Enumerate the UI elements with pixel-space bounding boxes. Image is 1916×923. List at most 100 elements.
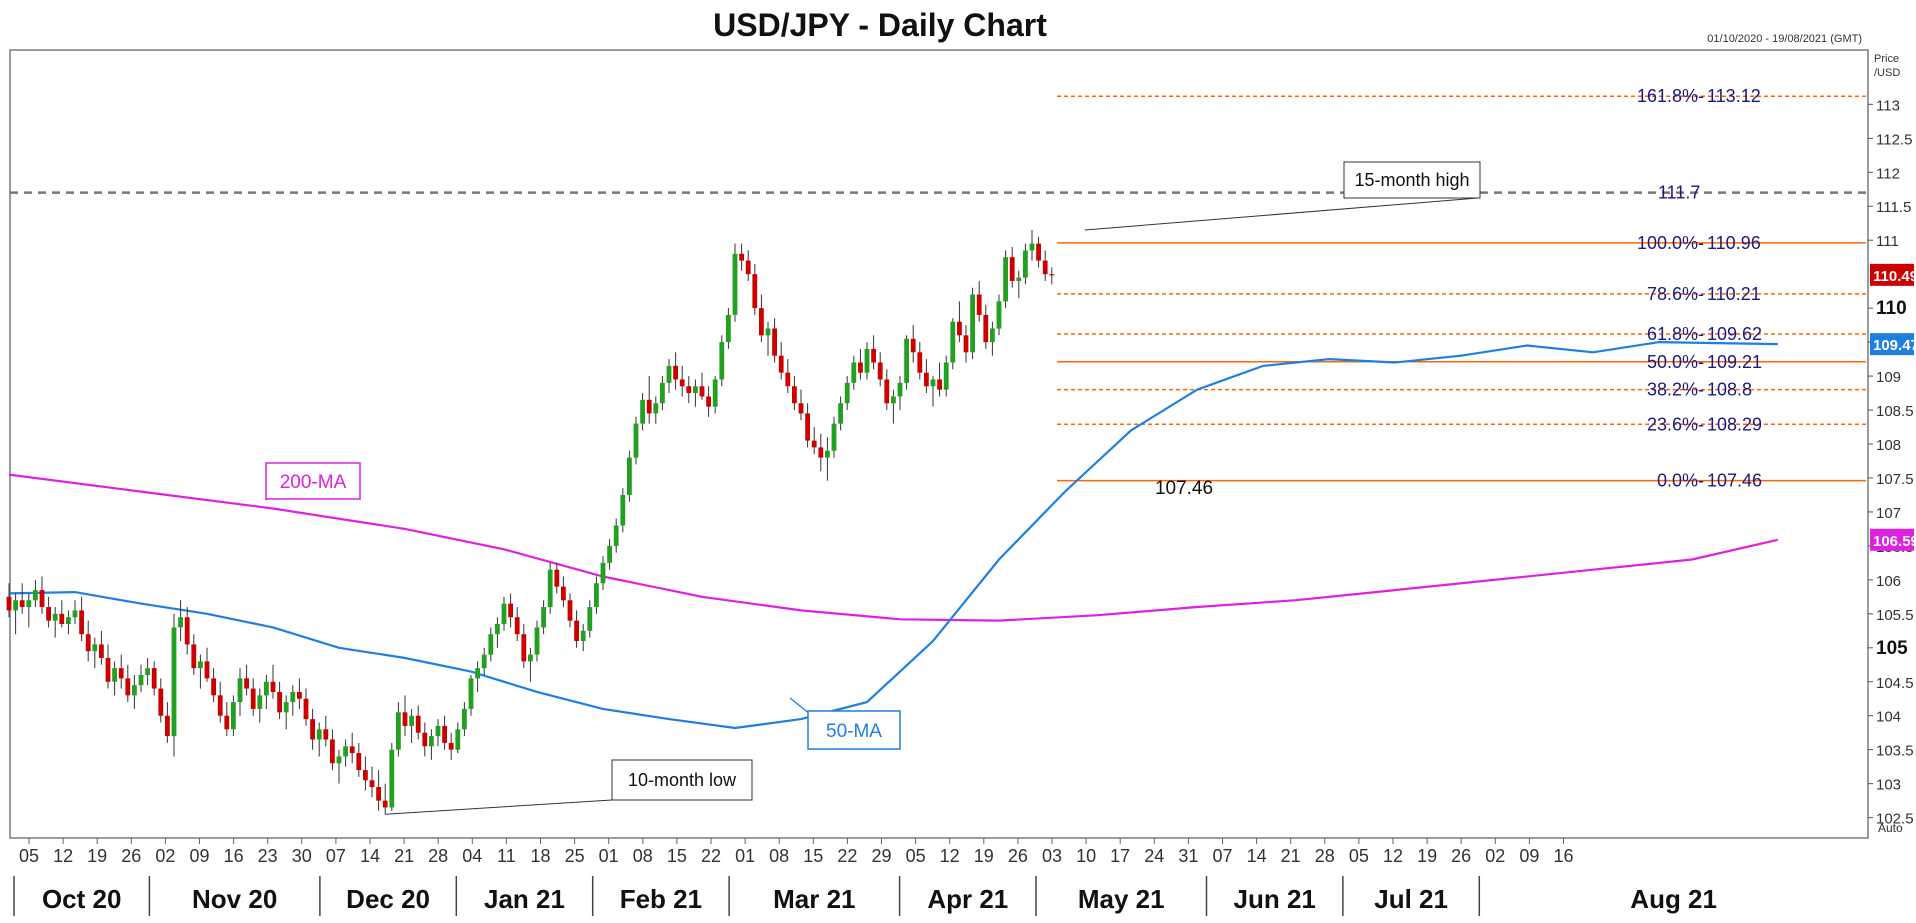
- y-tick-label: 112: [1876, 165, 1900, 182]
- candle-body: [224, 715, 230, 730]
- x-day-tick-label: 03: [1042, 846, 1062, 866]
- candle-body: [369, 780, 375, 788]
- candle-body: [257, 695, 263, 709]
- low-callout-text: 10-month low: [628, 770, 737, 790]
- x-month-label: Jul 21: [1374, 884, 1448, 914]
- candle-body: [673, 365, 678, 380]
- candle-body: [739, 253, 744, 261]
- candle-body: [250, 688, 256, 709]
- candle-body: [59, 613, 65, 625]
- price-badge-bg: [1870, 333, 1914, 356]
- fib-separator-label: -: [1698, 233, 1704, 253]
- ma50-path: [8, 340, 1778, 730]
- candle-body: [778, 355, 784, 373]
- candle-body: [745, 260, 751, 275]
- candle-body: [660, 382, 665, 404]
- candle-body: [996, 301, 1002, 329]
- candle-body: [706, 396, 711, 407]
- ma200-callout-box: [265, 462, 361, 500]
- x-day-tick-label: 19: [87, 846, 107, 866]
- candle-body: [844, 382, 850, 404]
- x-day-tick-label: 28: [1315, 846, 1335, 866]
- fib-separator-label: -: [1698, 471, 1704, 491]
- candle-body: [475, 668, 480, 679]
- candle-body: [858, 362, 863, 373]
- y-tick-label: 108.5: [1876, 403, 1914, 420]
- candle-body: [930, 379, 936, 387]
- candle-body: [594, 583, 599, 608]
- candle-body: [409, 715, 414, 726]
- price-badges: 110.49 109.47 106.59: [1870, 263, 1916, 551]
- auto-scale-label[interactable]: Auto: [1878, 821, 1903, 835]
- candle-body: [389, 749, 395, 808]
- fib-percent-label: 161.8%: [1637, 86, 1698, 106]
- candle-body: [772, 328, 777, 356]
- candle-body: [382, 800, 388, 808]
- x-month-label: Jan 21: [484, 884, 565, 914]
- high-callout-box: [1343, 161, 1481, 199]
- candle-body: [237, 678, 243, 703]
- x-month-label: Apr 21: [927, 884, 1008, 914]
- y-tick-label: 111: [1876, 233, 1899, 250]
- candle-body: [884, 379, 890, 404]
- candle-body: [33, 590, 38, 601]
- candle-body: [79, 610, 84, 635]
- candle-body: [145, 668, 150, 675]
- x-month-label: May 21: [1078, 884, 1165, 914]
- fib-percent-label: 38.2%: [1647, 380, 1698, 400]
- candle-body: [363, 770, 368, 781]
- y-tick-label: 110: [1876, 298, 1907, 319]
- candle-body: [805, 413, 810, 441]
- fib-value-label: 110.21: [1707, 284, 1761, 304]
- candle-body: [910, 338, 916, 353]
- ma50-callout-text: 50-MA: [826, 721, 882, 742]
- candle-body: [270, 681, 276, 692]
- high-callout-line: [1084, 197, 1479, 231]
- candle-body: [726, 314, 731, 343]
- x-day-tick-label: 02: [1485, 846, 1505, 866]
- candle-body: [508, 603, 513, 618]
- x-day-tick-label: 26: [121, 846, 141, 866]
- price-badge-label: 109.47: [1873, 337, 1916, 354]
- candle-body: [323, 729, 329, 740]
- candle-body: [211, 678, 216, 696]
- candle-body: [653, 403, 659, 414]
- candle-body: [118, 668, 124, 679]
- candle-body: [99, 644, 104, 658]
- candle-body: [877, 362, 883, 380]
- fib-value-label: 109.62: [1707, 324, 1762, 344]
- x-month-label: Feb 21: [620, 884, 702, 914]
- candle-body: [983, 314, 989, 343]
- candle-body: [244, 678, 249, 689]
- x-day-tick-label: 21: [1281, 846, 1301, 866]
- candle-body: [1042, 260, 1048, 275]
- candle-body: [719, 342, 725, 380]
- x-day-tick-label: 14: [360, 846, 380, 866]
- candle-body: [488, 634, 494, 655]
- candle-body: [712, 379, 718, 407]
- candle-body: [950, 321, 956, 363]
- x-day-tick-label: 07: [326, 846, 346, 866]
- candle-body: [52, 613, 58, 621]
- candle-body: [851, 362, 857, 383]
- fib-separator-label: -: [1698, 324, 1704, 344]
- plot-area: [9, 49, 1869, 839]
- candle-body: [349, 746, 355, 754]
- x-day-tick-label: 22: [701, 846, 721, 866]
- x-day-tick-label: 05: [1349, 846, 1369, 866]
- fib-value-label: 107.46: [1707, 471, 1762, 491]
- candle-body: [613, 525, 619, 546]
- candle-body: [640, 399, 645, 424]
- annotations: 15-month high 10-month low 107.46 200-MA 50-…: [265, 161, 1481, 815]
- candle-body: [567, 600, 573, 621]
- x-day-tick-label: 14: [1247, 846, 1267, 866]
- high-callout-text: 15-month high: [1354, 170, 1469, 190]
- candle-body: [831, 423, 837, 451]
- y-tick-label: 105.5: [1876, 607, 1914, 624]
- x-month-label: Jun 21: [1234, 884, 1316, 914]
- candle-body: [580, 630, 586, 641]
- x-day-tick-label: 16: [1553, 846, 1573, 866]
- candle-body: [547, 569, 553, 608]
- candle-body: [125, 678, 131, 696]
- candle-body: [976, 294, 982, 315]
